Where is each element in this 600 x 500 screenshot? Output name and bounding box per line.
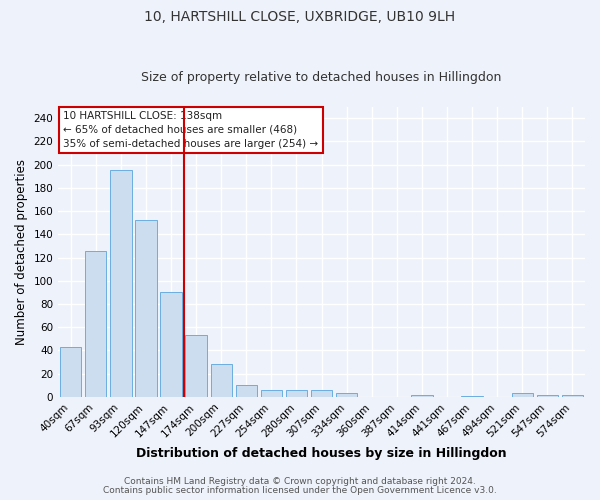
Bar <box>336 394 358 397</box>
Bar <box>136 220 157 397</box>
Bar <box>60 347 82 397</box>
Text: 10, HARTSHILL CLOSE, UXBRIDGE, UB10 9LH: 10, HARTSHILL CLOSE, UXBRIDGE, UB10 9LH <box>145 10 455 24</box>
Text: 10 HARTSHILL CLOSE: 138sqm
← 65% of detached houses are smaller (468)
35% of sem: 10 HARTSHILL CLOSE: 138sqm ← 65% of deta… <box>64 111 319 149</box>
Bar <box>110 170 131 397</box>
Bar <box>85 250 106 397</box>
Text: Contains HM Land Registry data © Crown copyright and database right 2024.: Contains HM Land Registry data © Crown c… <box>124 477 476 486</box>
X-axis label: Distribution of detached houses by size in Hillingdon: Distribution of detached houses by size … <box>136 447 507 460</box>
Bar <box>211 364 232 397</box>
Bar <box>461 396 483 397</box>
Bar <box>537 394 558 397</box>
Title: Size of property relative to detached houses in Hillingdon: Size of property relative to detached ho… <box>142 72 502 85</box>
Bar <box>185 336 207 397</box>
Bar <box>261 390 282 397</box>
Bar <box>311 390 332 397</box>
Bar <box>286 390 307 397</box>
Bar <box>512 394 533 397</box>
Y-axis label: Number of detached properties: Number of detached properties <box>15 158 28 344</box>
Bar <box>160 292 182 397</box>
Text: Contains public sector information licensed under the Open Government Licence v3: Contains public sector information licen… <box>103 486 497 495</box>
Bar <box>236 386 257 397</box>
Bar <box>411 394 433 397</box>
Bar <box>562 394 583 397</box>
